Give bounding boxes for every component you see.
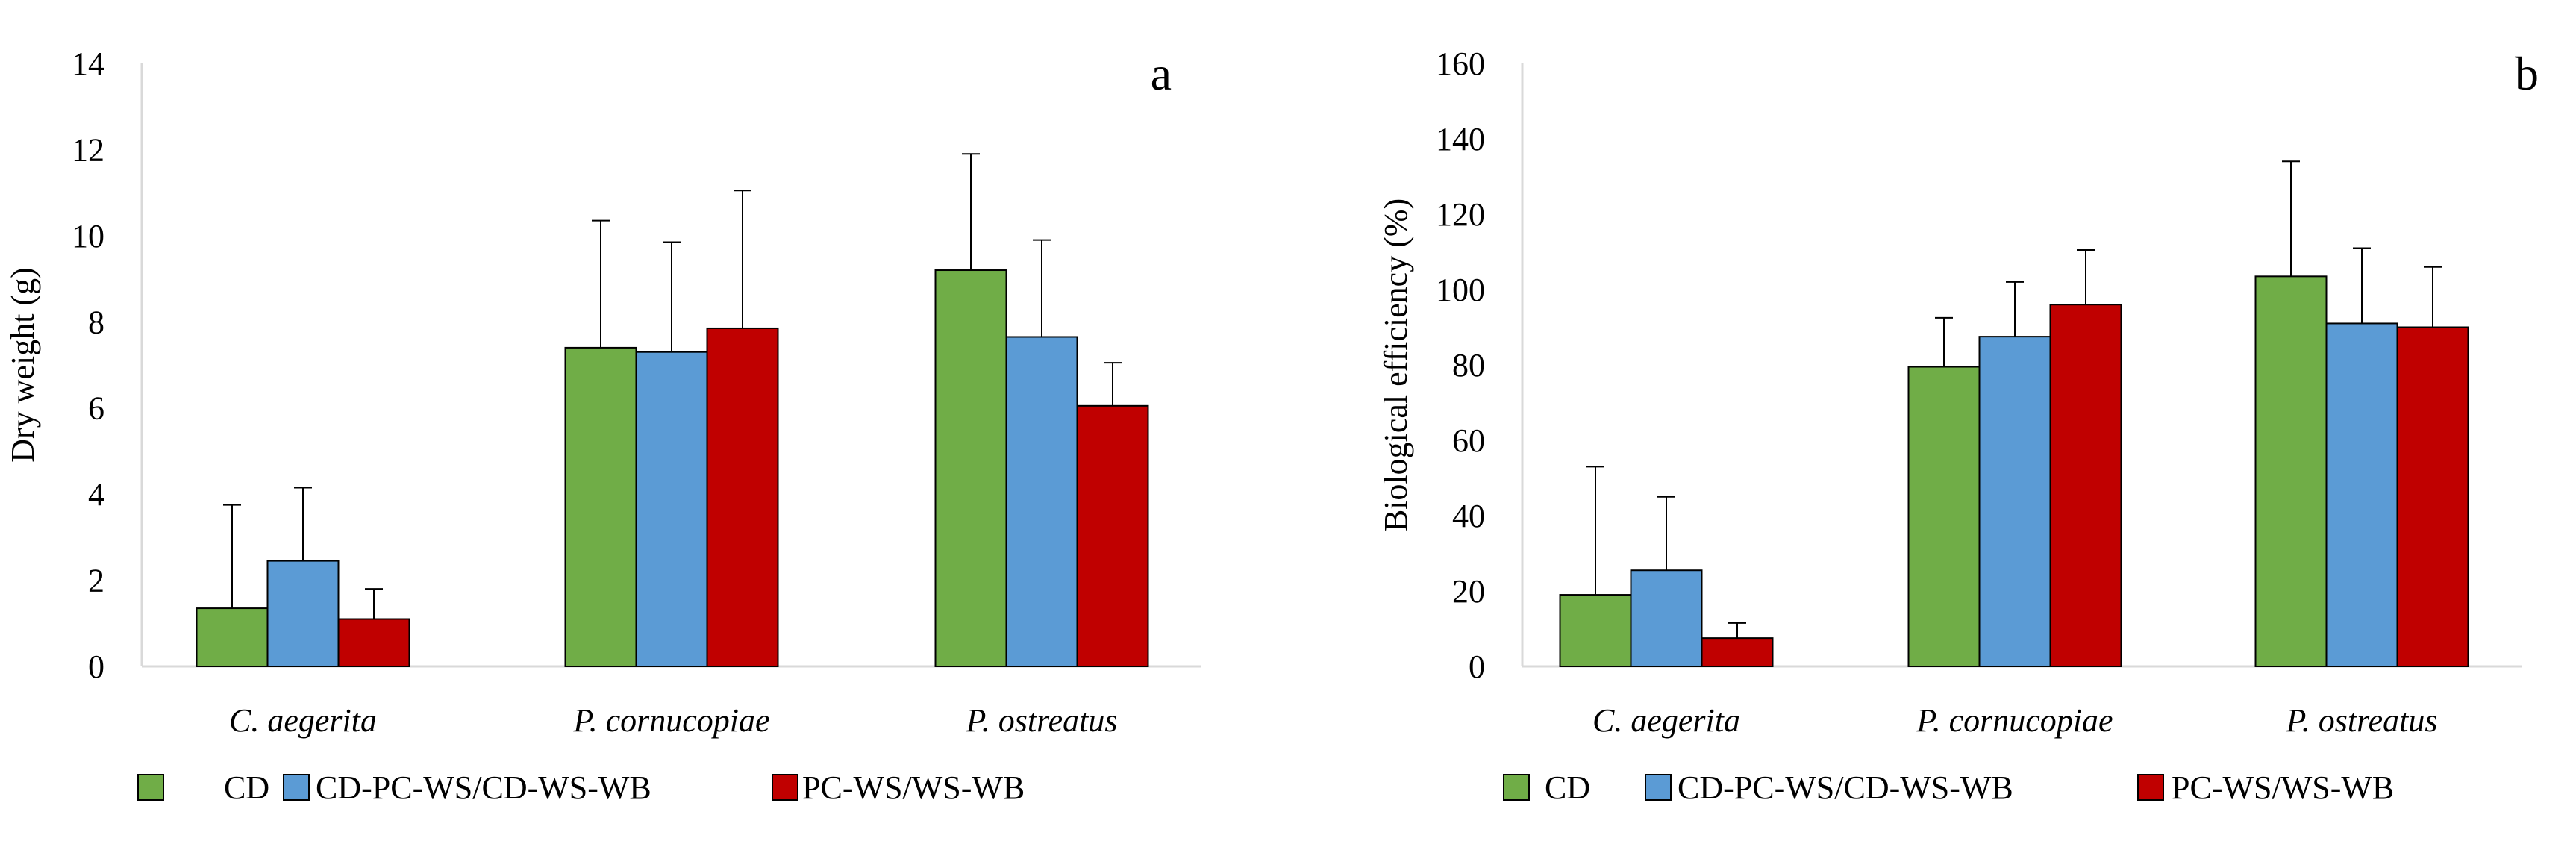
legend-swatch <box>283 774 310 801</box>
legend-label: PC-WS/WS-WB <box>802 769 1025 806</box>
y-axis-title: Dry weight (g) <box>4 267 41 463</box>
category-label: P. ostreatus <box>966 702 1118 739</box>
panel-letter: a <box>1151 47 1172 100</box>
y-tick-label: 120 <box>1436 196 1485 233</box>
legend-swatch <box>137 774 164 801</box>
bar <box>2396 326 2469 667</box>
bar <box>1630 569 1703 667</box>
bar <box>1559 594 1632 667</box>
category-label: P. ostreatus <box>2286 702 2438 739</box>
panel-b: 0 20 40 60 80 100 120 140 160 Biological efficien… <box>1378 46 2539 806</box>
y-tick-label: 12 <box>72 131 104 168</box>
y-tick-label: 0 <box>1469 648 1485 685</box>
legend-label: CD-PC-WS/CD-WS-WB <box>1678 769 2013 806</box>
bar <box>1076 404 1149 667</box>
bar <box>2049 304 2122 667</box>
legend-label: PC-WS/WS-WB <box>2172 769 2394 806</box>
legend-label: CD-PC-WS/CD-WS-WB <box>316 769 651 806</box>
y-tick-label: 8 <box>88 304 104 340</box>
y-tick-label: 6 <box>88 390 104 427</box>
bar <box>2325 322 2398 667</box>
bar <box>337 618 410 667</box>
legend-swatch <box>1503 774 1530 801</box>
legend-label: CD <box>1545 769 1590 806</box>
legend-label: CD <box>224 769 269 806</box>
panel-letter: b <box>2515 47 2539 100</box>
category-label: P. cornucopiae <box>572 702 769 739</box>
bar <box>635 351 708 667</box>
y-tick-label: 100 <box>1436 272 1485 308</box>
legend-swatch <box>2137 774 2164 801</box>
y-tick-label: 14 <box>72 46 104 82</box>
bar <box>266 560 340 667</box>
y-tick-label: 4 <box>88 476 104 513</box>
y-tick-label: 20 <box>1452 573 1485 610</box>
bar <box>1005 336 1078 667</box>
y-axis-title: Biological efficiency (%) <box>1378 199 1414 531</box>
bar <box>706 327 779 667</box>
y-tick-label: 60 <box>1452 422 1485 459</box>
y-tick-label: 10 <box>72 218 104 254</box>
category-label: P. cornucopiae <box>1916 702 2113 739</box>
y-tick-label: 2 <box>88 563 104 599</box>
y-tick-label: 80 <box>1452 347 1485 384</box>
bar <box>2254 275 2328 667</box>
legend-swatch <box>1645 774 1672 801</box>
legend-swatch <box>772 774 798 801</box>
bar <box>1907 366 1981 667</box>
bar <box>934 269 1007 667</box>
bar <box>1701 637 1774 667</box>
panel-a: 0 2 4 6 8 10 12 14 Dry weight (g) a C. aegerita P. … <box>4 46 1201 806</box>
category-label: C. aegerita <box>1592 702 1740 739</box>
y-tick-label: 0 <box>88 648 104 685</box>
y-tick-label: 140 <box>1436 121 1485 157</box>
y-tick-label: 160 <box>1436 46 1485 82</box>
bar <box>1978 336 2051 667</box>
bar <box>564 346 637 667</box>
category-label: C. aegerita <box>229 702 377 739</box>
bar <box>196 607 269 667</box>
y-tick-label: 40 <box>1452 498 1485 534</box>
